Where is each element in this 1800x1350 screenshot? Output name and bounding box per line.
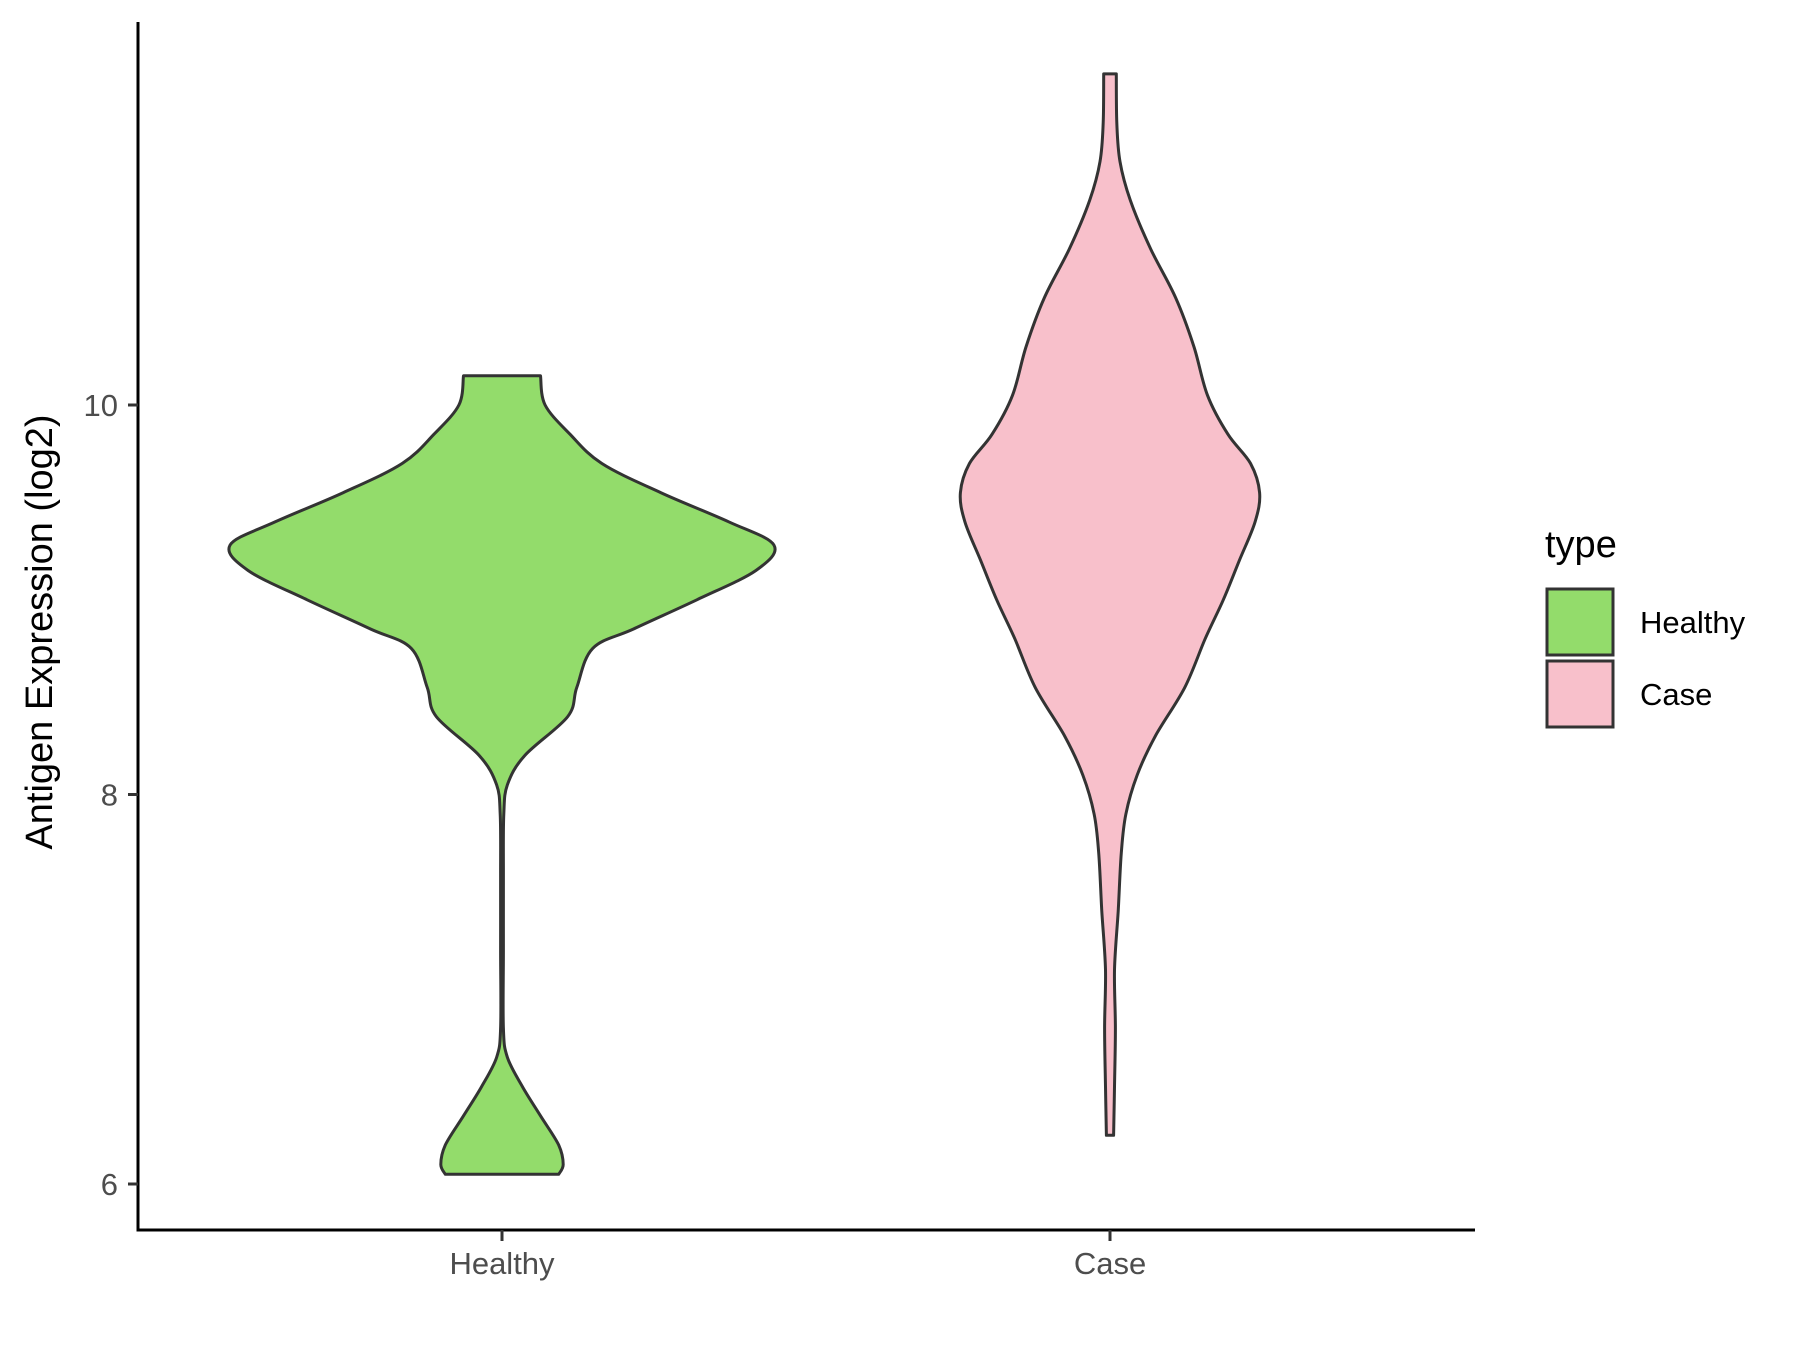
x-ticks: Healthy Case <box>449 1230 1146 1281</box>
x-tick-label-case: Case <box>1074 1246 1146 1281</box>
legend-title: type <box>1545 524 1617 566</box>
y-tick-label: 8 <box>101 778 118 813</box>
violin-healthy <box>227 374 777 1176</box>
legend: Healthy Case <box>1545 587 1746 729</box>
y-tick-label: 10 <box>84 388 118 423</box>
legend-swatch-case <box>1545 659 1615 729</box>
legend-swatch-healthy <box>1545 587 1615 657</box>
violin-case <box>958 72 1262 1137</box>
y-ticks: 6 8 10 <box>84 388 138 1202</box>
y-tick-label: 6 <box>101 1167 118 1202</box>
violins <box>227 72 1262 1176</box>
legend-label-case: Case <box>1640 677 1712 712</box>
legend-label-healthy: Healthy <box>1640 605 1746 640</box>
x-tick-label-healthy: Healthy <box>449 1246 555 1281</box>
y-axis-title: Antigen Expression (log2) <box>19 414 61 849</box>
